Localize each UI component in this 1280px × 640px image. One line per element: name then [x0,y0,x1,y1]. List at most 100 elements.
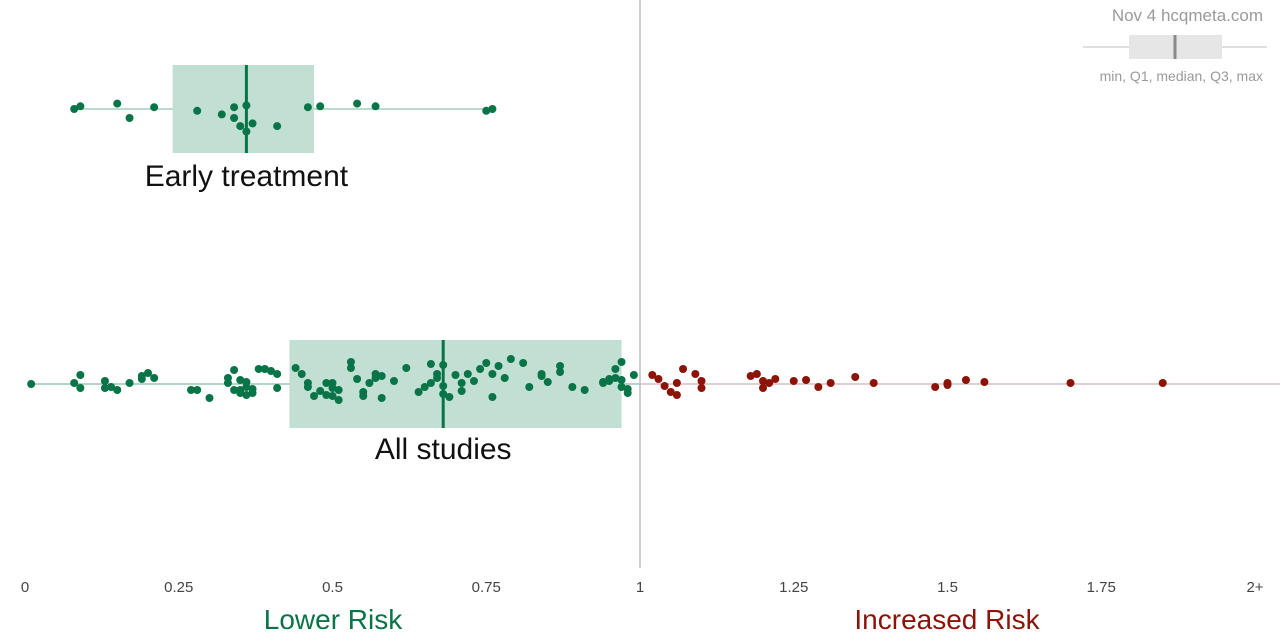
study-point-lower [371,370,380,378]
group-label: All studies [375,433,512,466]
groups-layer: Early treatment All studies [27,65,1280,466]
study-point-lower [365,379,374,387]
study-point-lower [230,366,239,374]
study-point-lower [193,106,202,115]
group-all-studies: All studies [27,340,1280,466]
x-tick-label: 0 [21,579,29,596]
source-text: Nov 4 hcqmeta.com [1112,6,1263,25]
group-label: Early treatment [145,160,349,193]
iqr-box [289,340,622,428]
study-point-increased [931,383,940,391]
study-point-increased [697,384,706,392]
study-point-lower [303,379,312,387]
study-point-lower [488,105,497,113]
study-point-lower [150,374,159,382]
study-point-lower [76,371,85,379]
study-point-increased [802,376,811,384]
lower-risk-label: Lower Risk [264,604,403,635]
study-point-lower [150,103,159,112]
study-point-lower [100,384,109,392]
study-point-lower [519,359,528,367]
x-tick-label: 1.25 [779,579,808,596]
study-point-lower [273,122,282,131]
study-point-lower [482,106,491,115]
study-point-lower [334,386,343,394]
x-tick-label: 2+ [1246,579,1263,596]
study-point-lower [144,369,152,377]
study-point-lower [291,364,300,372]
study-point-lower [193,386,202,394]
x-tick-label: 0.75 [472,579,501,596]
study-point-increased [789,377,798,385]
study-point-lower [27,380,36,388]
legend: Nov 4 hcqmeta.com min, Q1, median, Q3, m… [1083,6,1267,84]
study-point-lower [137,372,146,380]
study-point-lower [353,375,362,383]
study-point-lower [605,377,614,385]
study-point-lower [476,365,485,373]
x-tick-label: 0.5 [322,579,343,596]
x-axis-ticks: 0 0.25 0.5 0.75 1 1.25 1.5 1.75 2+ [21,579,1264,596]
study-point-lower [230,103,239,112]
study-point-lower [113,386,122,394]
study-point-increased [679,365,688,373]
study-point-lower [445,393,454,401]
study-point-lower [316,102,325,111]
study-point-lower [390,377,398,385]
study-point-lower [334,396,343,404]
study-point-lower [236,122,245,131]
legend-caption: min, Q1, median, Q3, max [1100,68,1263,84]
study-point-lower [556,362,565,370]
study-point-lower [439,361,448,369]
study-point-lower [113,99,122,108]
study-point-lower [267,367,275,375]
study-point-lower [100,377,109,385]
study-point-lower [242,101,251,110]
study-point-lower [70,105,79,113]
study-point-lower [402,364,411,372]
study-point-lower [525,383,534,391]
study-point-lower [76,384,85,392]
study-point-lower [236,389,245,397]
study-point-increased [752,370,761,378]
study-point-lower [70,379,79,387]
study-point-lower [537,370,546,378]
study-point-lower [242,127,251,136]
study-point-lower [230,386,239,394]
study-point-increased [1066,379,1075,387]
study-point-lower [217,110,226,119]
study-point-increased [746,372,755,380]
study-point-lower [254,365,263,373]
study-point-lower [629,371,638,379]
study-point-increased [814,383,823,391]
study-point-lower [322,391,331,399]
study-point-lower [371,102,380,111]
x-tick-label: 1 [636,579,644,596]
study-point-lower [359,388,368,396]
study-point-increased [654,375,663,383]
study-point-lower [617,383,626,391]
study-point-lower [617,376,626,384]
study-point-lower [328,379,337,387]
increased-risk-label: Increased Risk [854,604,1040,635]
study-point-increased [672,391,681,399]
study-point-lower [353,99,362,108]
study-point-lower [494,362,503,370]
study-point-increased [851,373,860,381]
study-point-lower [328,392,337,400]
study-point-lower [488,393,497,401]
study-point-lower [273,370,282,378]
study-point-lower [205,394,214,402]
study-point-lower [346,364,355,372]
study-point-lower [187,386,196,394]
study-point-lower [556,368,565,376]
study-point-lower [451,371,460,379]
study-point-lower [310,392,319,400]
study-point-lower [346,358,355,366]
study-point-lower [76,102,85,111]
study-point-lower [260,365,269,373]
study-point-increased [1158,379,1167,387]
study-point-lower [420,383,429,391]
study-point-increased [697,377,706,385]
